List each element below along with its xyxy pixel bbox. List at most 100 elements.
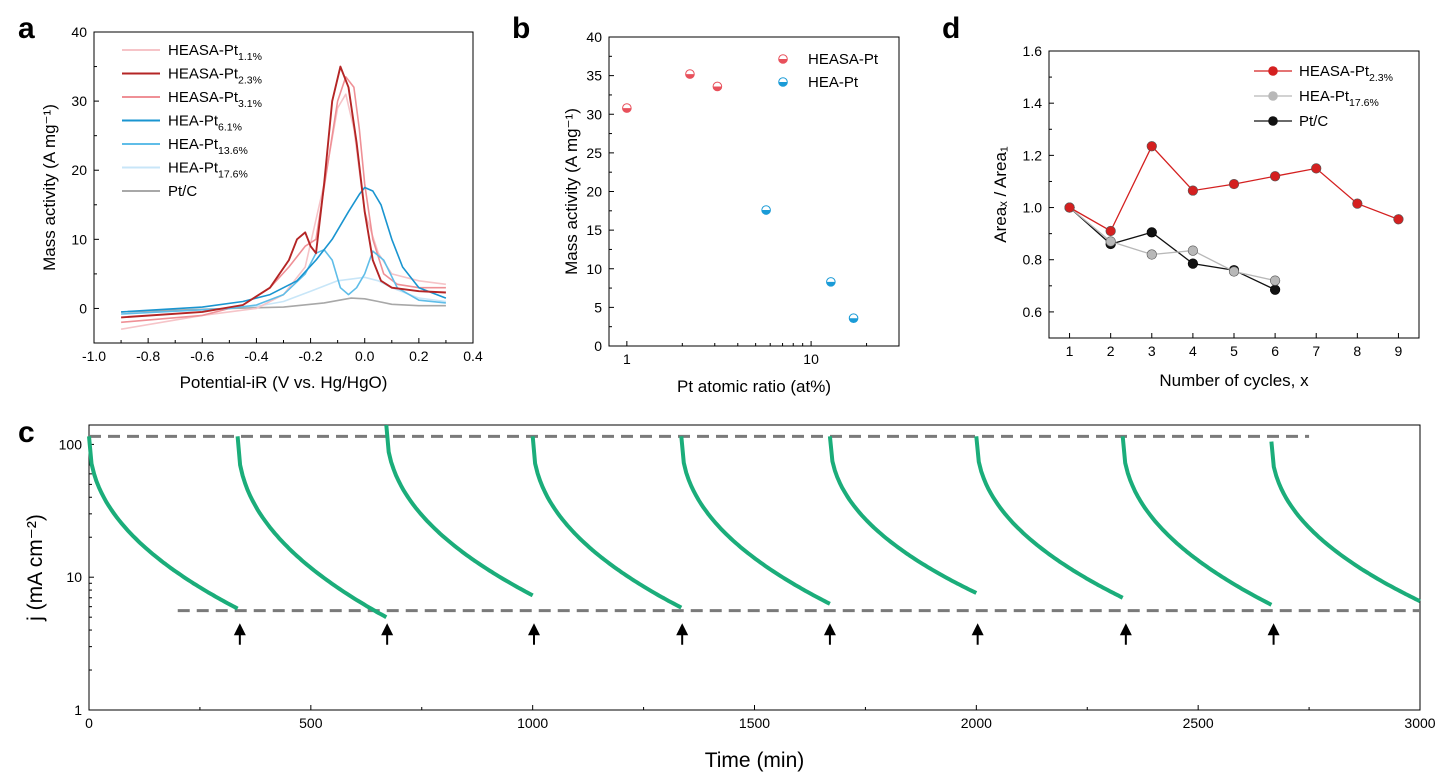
- panel-c-arrow-head: [823, 623, 836, 636]
- panel-d-ytick-label: 1.2: [1023, 147, 1043, 163]
- panel-c-frame: [88, 424, 1421, 711]
- panel-c-arrow-head: [233, 623, 246, 636]
- panel-b-legend-label: HEASA-Pt: [808, 51, 879, 68]
- panel-a-xtick-label: -0.8: [136, 348, 160, 364]
- panel-c-xtick-label: 2000: [961, 715, 992, 731]
- panel-d-point: [1146, 141, 1157, 152]
- panel-a-legend-label: HEA-Pt6.1%: [168, 113, 242, 134]
- panel-c-xtick-label: 3000: [1404, 715, 1435, 731]
- panel-d-point: [1270, 171, 1281, 182]
- panel-d-point: [1187, 258, 1198, 269]
- panel-b-point-fill: [622, 108, 632, 113]
- panel-d-point: [1352, 198, 1363, 209]
- panel-d: 1 2 3 4 5 6 7 8 9 0.6 0.8 1.0 1.2 1.4 1.6 Number of cyc…: [991, 43, 1420, 390]
- panel-a-legend-label: Pt/C: [168, 183, 197, 200]
- panel-b-xtick-label: 10: [803, 351, 819, 367]
- panel-d-point: [1393, 214, 1404, 225]
- panel-d-xtick-label: 2: [1107, 343, 1115, 359]
- panel-d-series-line: [1069, 207, 1276, 291]
- panel-c-xtick-label: 1000: [517, 715, 548, 731]
- panel-d-point: [1187, 185, 1198, 196]
- panel-c-arrow: [1267, 623, 1280, 645]
- panel-b-point-fill: [849, 318, 858, 323]
- panel-d-xtick-label: 4: [1189, 343, 1197, 359]
- panel-d-xtick-label: 9: [1395, 343, 1403, 359]
- panel-a-legend-name: HEASA-Pt: [168, 66, 239, 83]
- panel-a-ylabel: Mass activity (A mg⁻¹): [40, 104, 59, 271]
- panel-c-decay-curve: [384, 424, 534, 598]
- panel-c-xtick-label: 500: [299, 715, 323, 731]
- panel-a-xtick-label: -1.0: [82, 348, 106, 364]
- panel-d-frame: [1048, 50, 1420, 339]
- panel-a-ytick-label: 20: [71, 162, 87, 178]
- panel-d-legend-marker: [1268, 91, 1278, 101]
- panel-c-arrow: [971, 623, 984, 645]
- panel-d-point: [1228, 266, 1240, 277]
- panel-d-legend-name: HEA-Pt: [1299, 88, 1350, 105]
- panel-b-point: [685, 69, 695, 79]
- panel-a-xtick-label: 0.2: [409, 348, 429, 364]
- panel-b-point-fill: [713, 86, 722, 91]
- panel-c-xtick-label: 2500: [1183, 715, 1214, 731]
- panel-c-decay-curve: [235, 436, 388, 619]
- panel-label-c: c: [18, 416, 35, 449]
- panel-c-arrow: [676, 623, 689, 645]
- panel-d-legend-label: HEASA-Pt2.3%: [1299, 63, 1393, 84]
- panel-d-legend-subscript: 2.3%: [1369, 72, 1393, 84]
- panel-b-legend-name: HEA-Pt: [808, 74, 859, 91]
- panel-c-decay-curve: [530, 436, 683, 610]
- panel-a-series-line: [121, 186, 447, 313]
- panel-b-legend-marker-fill: [778, 82, 788, 87]
- panel-b-ytick-label: 15: [586, 222, 602, 238]
- panel-a-ytick-label: 10: [71, 231, 87, 247]
- panel-c-decay-curve: [87, 436, 239, 611]
- panel-b-point: [826, 277, 836, 287]
- panel-b-ytick-label: 20: [586, 184, 602, 200]
- panel-a-series-line: [121, 297, 446, 313]
- panel-d-ytick-label: 0.6: [1023, 304, 1043, 320]
- panel-c-xlabel: Time (min): [705, 749, 805, 772]
- panel-b-ytick-label: 30: [586, 106, 602, 122]
- panel-a-legend-name: HEA-Pt: [168, 136, 219, 153]
- panel-a-ytick-label: 40: [71, 24, 87, 40]
- panel-c-arrow: [527, 623, 540, 645]
- panel-label-b: b: [512, 12, 530, 45]
- panel-a-legend-subscript: 2.3%: [238, 75, 262, 87]
- panel-d-legend-name: HEASA-Pt: [1299, 63, 1370, 80]
- panel-c-decay-curve: [1120, 436, 1273, 607]
- panel-d-xtick-label: 8: [1353, 343, 1361, 359]
- panel-a-series-line: [121, 248, 446, 315]
- panel-c-decay-curve: [679, 436, 831, 606]
- panel-a-legend-label: HEASA-Pt1.1%: [168, 42, 262, 63]
- panel-b-legend-marker-fill: [778, 59, 788, 64]
- panel-d-point: [1270, 284, 1281, 295]
- panel-d-ylabel: Areaₓ / Area₁: [991, 146, 1010, 243]
- panel-b-legend-label: HEA-Pt: [808, 74, 859, 91]
- panel-b-point: [712, 81, 723, 92]
- panel-a-legend-name: HEA-Pt: [168, 160, 219, 177]
- panel-d-point: [1146, 249, 1157, 260]
- panel-b: 1 10 0 5 10 15 20 25 30 35 40 Pt atomic ratio (at%)…: [562, 29, 900, 396]
- panel-a-ytick-label: 0: [79, 300, 87, 316]
- panel-d-point: [1228, 178, 1240, 190]
- panel-a-legend-label: HEASA-Pt2.3%: [168, 66, 262, 87]
- panel-a: -1.0 -0.8 -0.6 -0.4 -0.2 0.0 0.2 0.4 0 10 20 30 40 Po…: [40, 24, 483, 392]
- panel-d-xtick-label: 6: [1271, 343, 1279, 359]
- panel-d-point: [1146, 227, 1157, 238]
- panel-b-ylabel: Mass activity (A mg⁻¹): [562, 108, 581, 275]
- panel-c: 0 500 1000 1500 2000 2500 3000 1 10 100 Time (min)…: [24, 424, 1436, 772]
- panel-c-decay-curve: [974, 436, 1124, 600]
- panel-b-ytick-label: 35: [586, 68, 602, 84]
- panel-c-ytick-label: 100: [59, 436, 83, 452]
- panel-a-xtick-label: -0.4: [244, 348, 268, 364]
- panel-a-series-line: [121, 65, 446, 319]
- panel-d-ytick-label: 0.8: [1023, 252, 1043, 268]
- panel-b-ytick-label: 5: [594, 299, 602, 315]
- panel-c-ytick-label: 10: [66, 569, 82, 585]
- panel-d-xtick-label: 3: [1148, 343, 1156, 359]
- panel-c-arrow: [1119, 623, 1132, 645]
- panel-label-a: a: [18, 12, 35, 45]
- panel-d-legend-marker: [1268, 66, 1278, 76]
- panel-d-legend-name: Pt/C: [1299, 113, 1328, 130]
